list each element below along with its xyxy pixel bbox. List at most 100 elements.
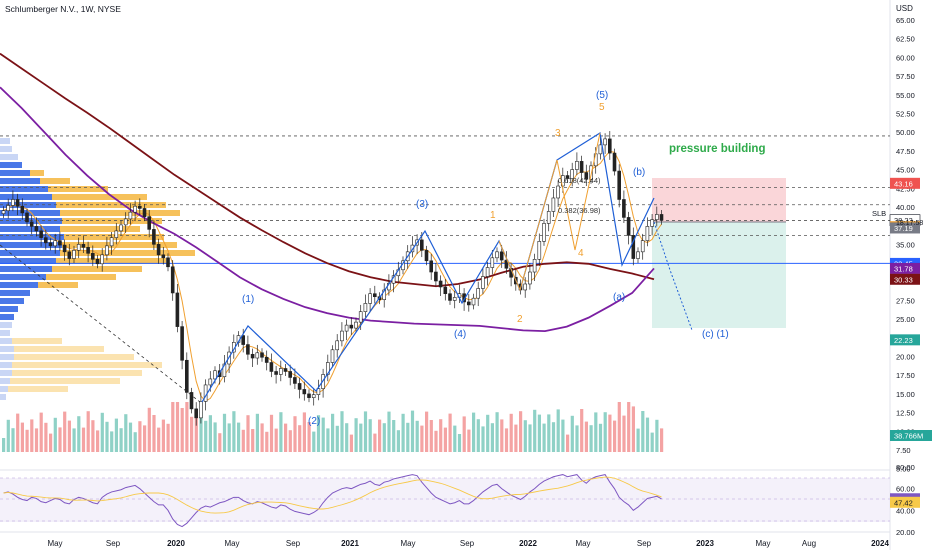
volume-bar bbox=[208, 415, 212, 452]
candle bbox=[86, 247, 90, 254]
price-tick: 57.50 bbox=[896, 72, 915, 81]
volume-bar bbox=[340, 411, 344, 452]
volume-bar bbox=[627, 402, 631, 452]
rsi-tick: 20.00 bbox=[896, 528, 915, 537]
bar-countdown: 18:17:58 bbox=[896, 220, 923, 227]
candle bbox=[95, 259, 100, 265]
wave-label: (3) bbox=[416, 199, 428, 210]
volume-bar bbox=[298, 425, 302, 452]
candle bbox=[58, 240, 62, 246]
candle bbox=[443, 286, 448, 295]
candle bbox=[612, 152, 617, 172]
candle bbox=[15, 199, 20, 207]
ma-mid bbox=[0, 86, 655, 332]
volume-bar bbox=[227, 423, 231, 452]
volume-bar bbox=[288, 430, 292, 452]
volume-bar bbox=[279, 412, 283, 452]
candle bbox=[81, 244, 86, 248]
wave-label-orange: 2 bbox=[517, 314, 523, 325]
volume-bar bbox=[110, 431, 114, 452]
volume-bar bbox=[509, 413, 513, 452]
candle bbox=[551, 197, 556, 212]
volume-bar bbox=[504, 428, 509, 452]
time-tick: 2021 bbox=[341, 539, 359, 548]
candle bbox=[532, 259, 537, 273]
candle bbox=[109, 237, 114, 247]
volume-bar bbox=[128, 422, 133, 452]
candle bbox=[302, 389, 307, 395]
volume-bar bbox=[284, 423, 288, 452]
price-tag bbox=[890, 177, 920, 189]
fib-label: 0.618(42.44) bbox=[558, 176, 601, 185]
time-axis[interactable]: May Sep 2020 May Sep 2021 May Sep 2022 May Sep 2023… bbox=[47, 539, 889, 548]
volume-bar bbox=[175, 402, 180, 452]
price-tick: 25.00 bbox=[896, 315, 915, 324]
volume-bar bbox=[528, 424, 532, 452]
volume-bar bbox=[269, 414, 274, 452]
time-tick: 2020 bbox=[167, 539, 185, 548]
volume-bar bbox=[349, 434, 353, 452]
volume-bar bbox=[594, 412, 598, 452]
projection-path bbox=[653, 221, 693, 331]
wave-label: (b) bbox=[633, 167, 645, 178]
volume-bar bbox=[307, 422, 311, 452]
candle bbox=[438, 280, 443, 288]
volume-bar bbox=[166, 423, 170, 452]
candle bbox=[180, 326, 184, 361]
candle bbox=[29, 221, 34, 227]
rsi-tick: 80.00 bbox=[896, 463, 915, 472]
volume-bar bbox=[655, 419, 659, 452]
time-tick: May bbox=[575, 539, 590, 548]
ma-long bbox=[0, 52, 655, 288]
volume-bar bbox=[359, 423, 363, 452]
trend-line bbox=[0, 244, 201, 403]
candle bbox=[91, 253, 95, 260]
volume-bars bbox=[2, 402, 664, 452]
candle bbox=[556, 185, 560, 199]
volume-bar bbox=[81, 427, 86, 452]
rsi-tag-value: 47.42 bbox=[894, 498, 913, 507]
volume-bar bbox=[420, 425, 424, 452]
candle bbox=[476, 288, 481, 299]
stop-loss-zone bbox=[652, 178, 786, 222]
volume-bar bbox=[265, 431, 269, 452]
volume-bar bbox=[378, 419, 382, 452]
volume-bar bbox=[63, 411, 67, 452]
volume-bar bbox=[114, 418, 118, 452]
volume-bar bbox=[457, 434, 462, 452]
candle bbox=[589, 165, 593, 180]
volume-bar bbox=[345, 423, 349, 452]
candle bbox=[138, 205, 142, 209]
rsi-series bbox=[3, 474, 662, 528]
volume-value: 38.766M bbox=[894, 432, 923, 441]
volume-bar bbox=[598, 423, 603, 452]
horizontal-levels bbox=[0, 135, 890, 264]
price-tick: 15.00 bbox=[896, 390, 915, 399]
price-tick: 50.00 bbox=[896, 128, 915, 137]
volume-bar bbox=[589, 425, 593, 452]
rsi-line bbox=[3, 474, 662, 528]
candle bbox=[11, 199, 15, 206]
time-tick: Sep bbox=[106, 539, 121, 548]
volume-bar bbox=[335, 425, 339, 452]
candle bbox=[194, 408, 198, 419]
candle bbox=[105, 245, 109, 256]
price-tag bbox=[890, 273, 920, 285]
candle bbox=[419, 239, 424, 251]
candle bbox=[208, 378, 213, 386]
volume-bar bbox=[622, 415, 626, 452]
price-tick: 27.50 bbox=[896, 296, 915, 305]
candle bbox=[598, 144, 603, 155]
time-tick: 2024 bbox=[871, 539, 889, 548]
candle bbox=[114, 230, 119, 238]
candle bbox=[372, 293, 377, 297]
volume-bar bbox=[119, 428, 123, 452]
volume-tag bbox=[890, 430, 932, 441]
volume-bar bbox=[312, 431, 316, 452]
price-tick: 7.50 bbox=[896, 446, 911, 455]
volume-bar bbox=[547, 414, 551, 452]
candle bbox=[43, 237, 48, 244]
volume-bar bbox=[260, 423, 264, 452]
wave-label-orange: 1 bbox=[490, 210, 496, 221]
